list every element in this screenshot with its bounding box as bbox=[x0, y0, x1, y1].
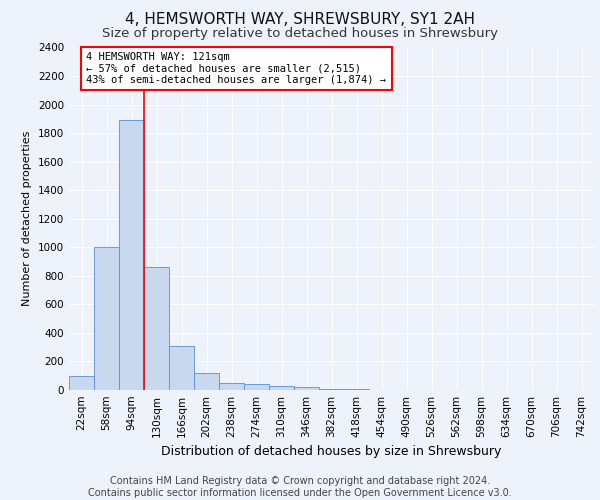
Bar bbox=[169, 346, 194, 390]
Bar bbox=[69, 376, 94, 390]
Text: 4, HEMSWORTH WAY, SHREWSBURY, SY1 2AH: 4, HEMSWORTH WAY, SHREWSBURY, SY1 2AH bbox=[125, 12, 475, 28]
Text: 4 HEMSWORTH WAY: 121sqm
← 57% of detached houses are smaller (2,515)
43% of semi: 4 HEMSWORTH WAY: 121sqm ← 57% of detache… bbox=[86, 52, 386, 85]
Bar bbox=[269, 386, 294, 390]
Bar bbox=[219, 383, 244, 390]
X-axis label: Distribution of detached houses by size in Shrewsbury: Distribution of detached houses by size … bbox=[161, 446, 502, 458]
Bar bbox=[144, 268, 169, 390]
Y-axis label: Number of detached properties: Number of detached properties bbox=[22, 131, 32, 306]
Bar bbox=[194, 373, 219, 390]
Bar bbox=[319, 388, 344, 390]
Bar bbox=[294, 387, 319, 390]
Text: Contains HM Land Registry data © Crown copyright and database right 2024.
Contai: Contains HM Land Registry data © Crown c… bbox=[88, 476, 512, 498]
Bar bbox=[119, 120, 144, 390]
Bar bbox=[94, 246, 119, 390]
Text: Size of property relative to detached houses in Shrewsbury: Size of property relative to detached ho… bbox=[102, 28, 498, 40]
Bar bbox=[244, 384, 269, 390]
